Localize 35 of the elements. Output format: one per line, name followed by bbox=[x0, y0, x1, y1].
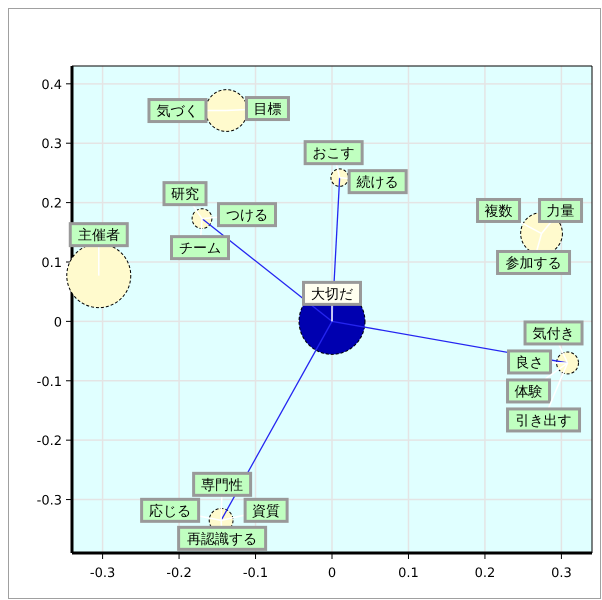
annotation: 再認識する bbox=[187, 531, 258, 548]
x-tick-label: -0.2 bbox=[166, 566, 192, 581]
y-tick-label: 0.4 bbox=[41, 78, 62, 93]
annotation: 研究 bbox=[171, 186, 199, 203]
annotation: 力量 bbox=[546, 203, 575, 220]
x-tick-label: 0 bbox=[328, 566, 336, 581]
annotation: 応じる bbox=[149, 503, 192, 520]
y-tick-label: -0.3 bbox=[36, 494, 62, 509]
y-tick-label: -0.2 bbox=[36, 434, 62, 450]
annotation: 専門性 bbox=[201, 477, 244, 494]
annotation: 主催者 bbox=[78, 228, 120, 244]
y-tick-label: 0.2 bbox=[41, 196, 62, 212]
x-tick-label: -0.1 bbox=[242, 566, 268, 581]
annotation: 気づく bbox=[156, 104, 198, 120]
annotation: 資質 bbox=[252, 503, 280, 520]
annotation: 参加する bbox=[506, 255, 562, 272]
annotation: 続ける bbox=[356, 174, 399, 191]
annotation: チーム bbox=[179, 240, 221, 257]
y-tick-label: -0.1 bbox=[36, 374, 62, 390]
annotation: 気付き bbox=[532, 326, 575, 342]
y-tick-label: 0.1 bbox=[41, 256, 62, 271]
y-tick-label: 0.3 bbox=[41, 137, 62, 152]
annotation: おこす bbox=[312, 146, 355, 162]
annotation: 大切だ bbox=[311, 286, 353, 302]
x-tick-label: -0.3 bbox=[90, 566, 116, 581]
x-tick-label: 0.2 bbox=[474, 566, 496, 581]
annotation: 複数 bbox=[484, 203, 513, 220]
y-tick-label: 0 bbox=[54, 315, 62, 330]
annotation: 良さ bbox=[516, 354, 544, 371]
annotation: つける bbox=[226, 208, 268, 224]
x-tick-label: 0.3 bbox=[551, 566, 572, 581]
x-tick-label: 0.1 bbox=[398, 566, 419, 581]
annotation: 引き出す bbox=[516, 412, 572, 429]
annotation: 体験 bbox=[514, 384, 543, 400]
annotation: 目標 bbox=[253, 102, 282, 118]
